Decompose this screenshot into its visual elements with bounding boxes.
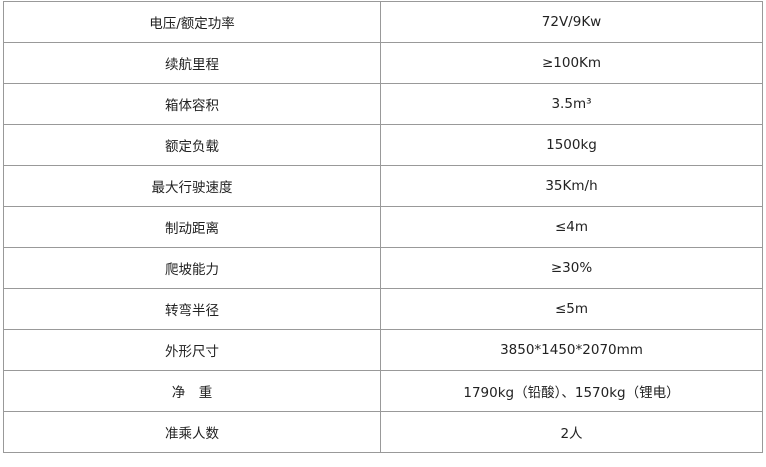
spec-label: 爬坡能力 [3,247,381,289]
spec-value: 1790kg（铅酸）、1570kg（锂电） [380,370,763,412]
spec-label: 续航里程 [3,42,381,84]
spec-value: 2人 [380,411,763,453]
table-row: 续航里程 ≥100Km [3,42,763,84]
table-row: 制动距离 ≤4m [3,206,763,248]
spec-value: 3850*1450*2070mm [380,329,763,371]
spec-value: 72V/9Kw [380,1,763,43]
spec-value: ≥30% [380,247,763,289]
spec-label: 准乘人数 [3,411,381,453]
table-row: 箱体容积 3.5m³ [3,83,763,125]
spec-label: 最大行驶速度 [3,165,381,207]
spec-label: 净 重 [3,370,381,412]
spec-value: ≤4m [380,206,763,248]
spec-value: ≤5m [380,288,763,330]
spec-value: 35Km/h [380,165,763,207]
table-row: 爬坡能力 ≥30% [3,247,763,289]
spec-label: 电压/额定功率 [3,1,381,43]
table-row: 净 重 1790kg（铅酸）、1570kg（锂电） [3,370,763,412]
spec-table: 电压/额定功率 72V/9Kw 续航里程 ≥100Km 箱体容积 3.5m³ 额定负载 150… [3,1,763,453]
spec-value: 3.5m³ [380,83,763,125]
spec-value: 1500kg [380,124,763,166]
spec-value: ≥100Km [380,42,763,84]
table-row: 电压/额定功率 72V/9Kw [3,1,763,43]
table-row: 额定负载 1500kg [3,124,763,166]
spec-label: 额定负载 [3,124,381,166]
table-row: 外形尺寸 3850*1450*2070mm [3,329,763,371]
spec-label: 箱体容积 [3,83,381,125]
spec-label: 转弯半径 [3,288,381,330]
table-row: 准乘人数 2人 [3,411,763,453]
table-row: 转弯半径 ≤5m [3,288,763,330]
table-row: 最大行驶速度 35Km/h [3,165,763,207]
spec-label: 制动距离 [3,206,381,248]
spec-label: 外形尺寸 [3,329,381,371]
